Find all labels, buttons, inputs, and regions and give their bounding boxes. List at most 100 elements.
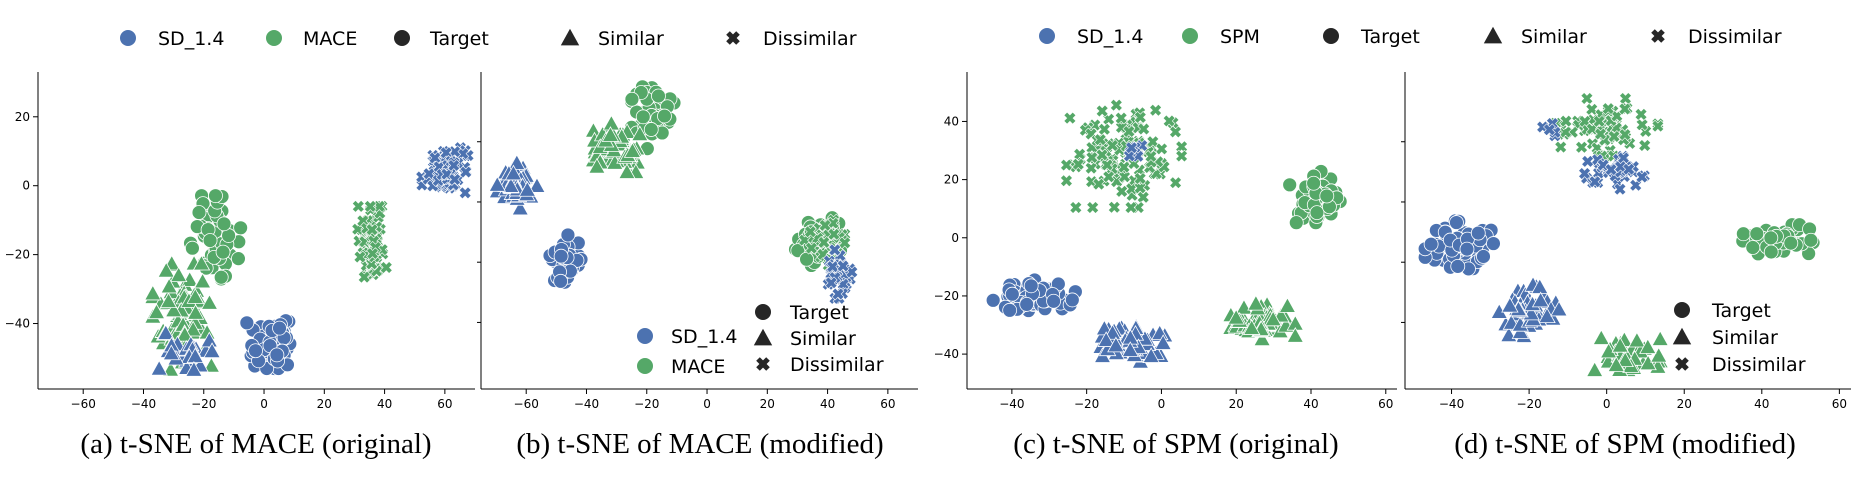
data-point [428, 151, 442, 165]
data-point [1638, 139, 1652, 152]
legend-label: MACE [303, 28, 357, 50]
data-point [1085, 151, 1099, 164]
data-point [1559, 114, 1573, 128]
x-tick-label: 0 [1603, 397, 1611, 411]
chart-panel-2: −60 −40 −20 0 20 40 60 (b) t-SNE of MACE (modif… [477, 72, 918, 460]
data-point [651, 88, 666, 104]
data-point [1242, 319, 1261, 335]
data-point [1175, 149, 1189, 163]
data-point [1735, 226, 1751, 242]
data-point [985, 292, 1001, 308]
data-point [1162, 114, 1176, 128]
x-tick-label: 40 [820, 397, 835, 411]
data-point [1137, 122, 1151, 136]
data-point [1084, 161, 1098, 175]
data-point [1247, 294, 1265, 311]
data-point [1763, 244, 1779, 260]
data-point [1628, 331, 1646, 348]
data-point [150, 359, 168, 376]
data-point [508, 154, 526, 170]
data-point [502, 177, 520, 193]
data-point [1423, 236, 1439, 252]
data-point [560, 227, 576, 243]
data-point [1175, 140, 1189, 154]
data-point [164, 301, 183, 318]
data-point [186, 304, 205, 320]
data-point [1086, 201, 1100, 214]
data-point [831, 287, 845, 301]
data-point [588, 157, 606, 174]
data-point [1115, 185, 1129, 198]
data-point [1450, 258, 1466, 274]
data-point [147, 303, 166, 320]
data-point [1634, 107, 1648, 121]
chart-panel-4: −40 −20 0 20 40 60 (d) t-SNE of SPM (modified)… [1401, 72, 1851, 460]
data-point [1618, 128, 1632, 141]
data-point [1803, 232, 1819, 248]
legend-marker [1182, 28, 1198, 44]
x-tick-label: 40 [1303, 397, 1318, 411]
data-point [1575, 140, 1588, 154]
data-point [213, 269, 229, 285]
chart-panel-3: −40 −20 0 20 40 60 40 20 0 −20 −40 (c) t-SNE of SPM… [934, 26, 1782, 460]
panel-caption: (d) t-SNE of SPM (modified) [1454, 428, 1796, 460]
x-tick-label: −40 [1439, 397, 1464, 411]
data-point [1607, 356, 1625, 372]
data-point [193, 272, 212, 289]
data-point [1122, 125, 1136, 138]
data-point [185, 240, 200, 256]
legend-label: SD_1.4 [671, 326, 737, 348]
data-point [1594, 127, 1607, 141]
data-point [1319, 188, 1335, 204]
legend-marker [1674, 302, 1690, 318]
data-point [1459, 241, 1475, 257]
data-point [186, 347, 204, 364]
legend-marker [756, 357, 770, 371]
data-point [836, 259, 850, 273]
data-point [1117, 160, 1131, 174]
legend-label: Similar [790, 328, 856, 350]
legend-marker [1483, 26, 1503, 44]
data-point [1107, 336, 1125, 353]
data-point [643, 122, 659, 137]
data-point [159, 292, 178, 309]
data-point [1592, 329, 1611, 345]
data-point [1611, 336, 1629, 353]
data-point [1063, 111, 1077, 125]
legend-marker [755, 304, 771, 320]
data-point [1531, 291, 1550, 308]
x-tick-label: −20 [1074, 397, 1099, 411]
x-tick-label: −60 [71, 397, 96, 411]
data-point [1635, 118, 1649, 132]
data-point [157, 324, 175, 340]
data-point [1118, 170, 1131, 184]
data-point [353, 250, 367, 264]
data-point [1002, 302, 1018, 318]
data-point [1069, 201, 1083, 214]
data-point [1133, 111, 1147, 124]
data-point [1639, 338, 1657, 354]
data-point [202, 356, 221, 373]
data-point [601, 126, 620, 142]
data-point [203, 342, 221, 359]
panel-caption: (c) t-SNE of SPM (original) [1013, 428, 1338, 460]
data-point [448, 173, 462, 186]
x-tick-label: 60 [437, 397, 452, 411]
legend-marker [1672, 327, 1692, 345]
legend-marker [753, 328, 773, 346]
x-tick-label: 0 [260, 397, 268, 411]
data-point [1097, 331, 1115, 347]
data-point [1023, 278, 1039, 294]
data-point [1585, 361, 1604, 377]
data-point [1607, 130, 1621, 143]
data-point [1102, 170, 1116, 184]
data-point [528, 177, 546, 193]
y-tick-label: −20 [5, 248, 30, 262]
data-point [1282, 177, 1298, 193]
legend-marker [1039, 28, 1055, 44]
legend-label: SD_1.4 [158, 28, 224, 50]
data-point [1449, 215, 1464, 230]
data-point [169, 266, 188, 283]
data-point [817, 236, 831, 249]
x-tick-label: 0 [1158, 397, 1166, 411]
